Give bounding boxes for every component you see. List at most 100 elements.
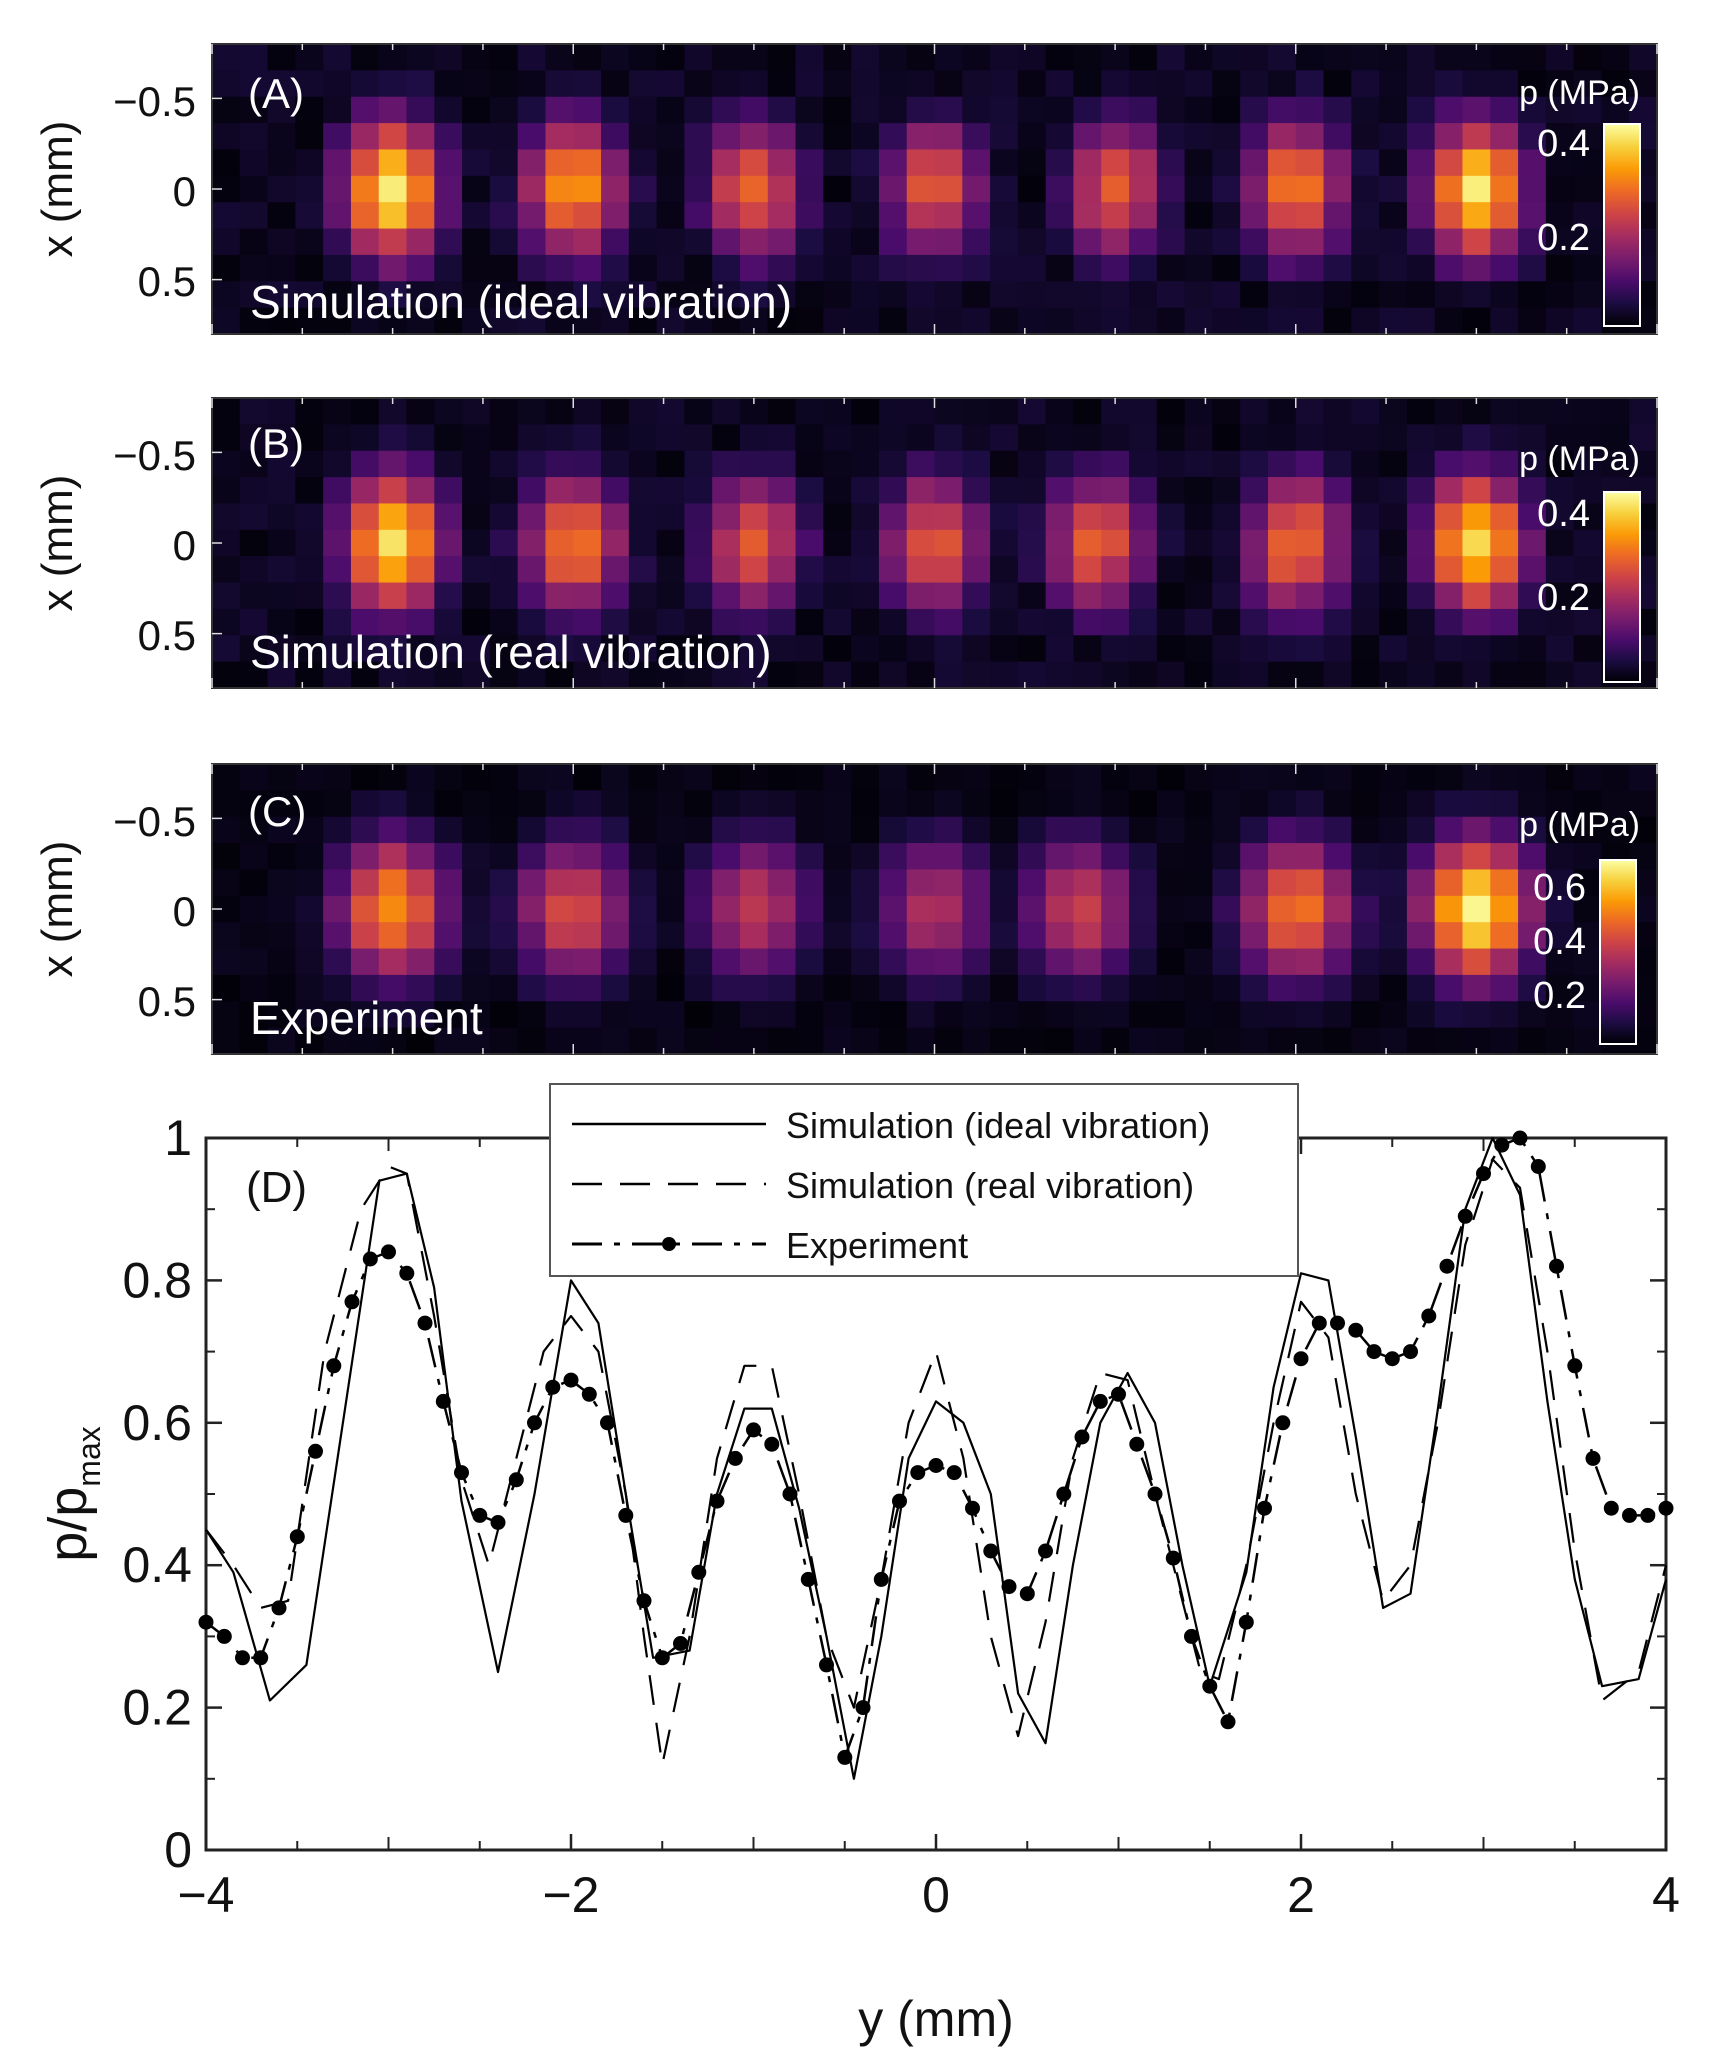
heatmap-cell (1129, 1027, 1158, 1055)
heatmap-cell (378, 477, 408, 505)
heatmap-cell (489, 307, 519, 335)
experiment-point (746, 1422, 761, 1438)
heatmap-cell (1073, 661, 1102, 689)
heatmap-cell (1101, 254, 1130, 282)
heatmap-cell (795, 228, 824, 256)
heatmap-cell (239, 661, 269, 689)
heatmap-cell (712, 254, 741, 282)
heatmap-cell (1434, 281, 1464, 309)
panel-a-annotation: Simulation (ideal vibration) (250, 276, 792, 328)
heatmap-cell (1156, 764, 1186, 791)
experiment-point (1038, 1543, 1053, 1559)
heatmap-cell (434, 175, 463, 203)
heatmap-cell (1379, 529, 1408, 557)
heatmap-cell (462, 1027, 491, 1055)
heatmap-cell (1462, 228, 1491, 256)
heatmap-cell (378, 1001, 408, 1029)
heatmap-cell (601, 843, 630, 871)
heatmap-cell (934, 895, 963, 923)
heatmap-cell (517, 44, 547, 71)
heatmap-cell (739, 477, 769, 505)
heatmap-cell (962, 869, 991, 897)
heatmap-cell (601, 44, 630, 71)
heatmap-cell (1295, 254, 1325, 282)
heatmap-cell (323, 764, 352, 791)
heatmap-cell (1045, 254, 1075, 282)
heatmap-cell (656, 96, 686, 124)
heatmap-cell (1240, 96, 1269, 124)
heatmap-cell (601, 281, 630, 309)
heatmap-cell (406, 123, 435, 151)
heatmap-cell (1240, 635, 1269, 663)
colorbar-b-tick-1: 0.2 (1537, 577, 1590, 619)
heatmap-cell (239, 307, 269, 335)
heatmap-cell (1434, 948, 1464, 976)
heatmap-cell (767, 149, 797, 177)
heatmap-cell (1406, 450, 1436, 478)
heatmap-cell (1545, 843, 1575, 871)
heatmap-cell (1351, 450, 1380, 478)
heatmap-cell (739, 123, 769, 151)
heatmap-cell (767, 44, 797, 71)
heatmap-cell (712, 974, 741, 1002)
heatmap-cell (1434, 556, 1464, 584)
heatmap-cell (489, 1027, 519, 1055)
y-tick-label: 0.4 (122, 1537, 192, 1593)
heatmap-cell (489, 254, 519, 282)
y-tick-label: 0.8 (122, 1252, 192, 1308)
heatmap-cell (990, 764, 1019, 791)
heatmap-cell (1406, 1027, 1436, 1055)
heatmap-cell (1601, 816, 1630, 844)
heatmap-cell (628, 477, 658, 505)
heatmap-cell (823, 450, 852, 478)
heatmap-cell (906, 948, 936, 976)
heatmap-cell (1129, 450, 1158, 478)
heatmap-cell (851, 635, 880, 663)
heatmap-cell (767, 96, 797, 124)
heatmap-cell (545, 948, 574, 976)
heatmap-cell (934, 503, 963, 531)
heatmap-cell (628, 228, 658, 256)
heatmap-cell (1073, 307, 1102, 335)
heatmap-cell (823, 70, 852, 98)
experiment-point (1293, 1351, 1309, 1367)
heatmap-cell (239, 149, 269, 177)
heatmap-cell (350, 948, 380, 976)
heatmap-cell (545, 281, 574, 309)
heatmap-cell (406, 635, 435, 663)
heatmap-cell (212, 228, 241, 256)
heatmap-cell (1518, 974, 1547, 1002)
heatmap-cell (239, 202, 269, 230)
heatmap-cell (851, 582, 880, 610)
heatmap-cell (1629, 424, 1658, 452)
heatmap-cell (434, 635, 463, 663)
experiment-point (1019, 1586, 1035, 1602)
heatmap-cell (1212, 477, 1241, 505)
heatmap-cell (767, 922, 797, 950)
heatmap-cell (406, 254, 435, 282)
experiment-point (1074, 1429, 1090, 1445)
heatmap-cell (350, 582, 380, 610)
heatmap-cell (1129, 44, 1158, 71)
experiment-point (1384, 1351, 1400, 1367)
heatmap-cell (1490, 96, 1519, 124)
heatmap-cell (739, 254, 769, 282)
heatmap-cell (1017, 96, 1047, 124)
heatmap-cell (545, 96, 574, 124)
heatmap-cell (1406, 895, 1436, 923)
heatmap-cell (1156, 790, 1186, 818)
heatmap-cell (851, 790, 880, 818)
experiment-point (1421, 1308, 1437, 1324)
heatmap-cell (1017, 529, 1047, 557)
heatmap-cell (1545, 790, 1575, 818)
heatmap-cell (323, 869, 352, 897)
heatmap-cell (628, 843, 658, 871)
heatmap-cell (656, 869, 686, 897)
heatmap-cell (1323, 96, 1352, 124)
heatmap-cell (573, 228, 602, 256)
heatmap-cell (1351, 764, 1380, 791)
heatmap-cell (1545, 228, 1575, 256)
heatmap-cell (739, 228, 769, 256)
heatmap-cell (1267, 764, 1297, 791)
heatmap-cell (767, 123, 797, 151)
